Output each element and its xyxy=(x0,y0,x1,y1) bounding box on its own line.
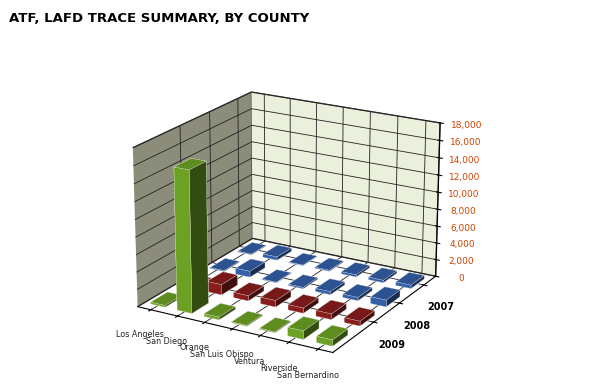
Text: ATF, LAFD TRACE SUMMARY, BY COUNTY: ATF, LAFD TRACE SUMMARY, BY COUNTY xyxy=(9,12,309,25)
